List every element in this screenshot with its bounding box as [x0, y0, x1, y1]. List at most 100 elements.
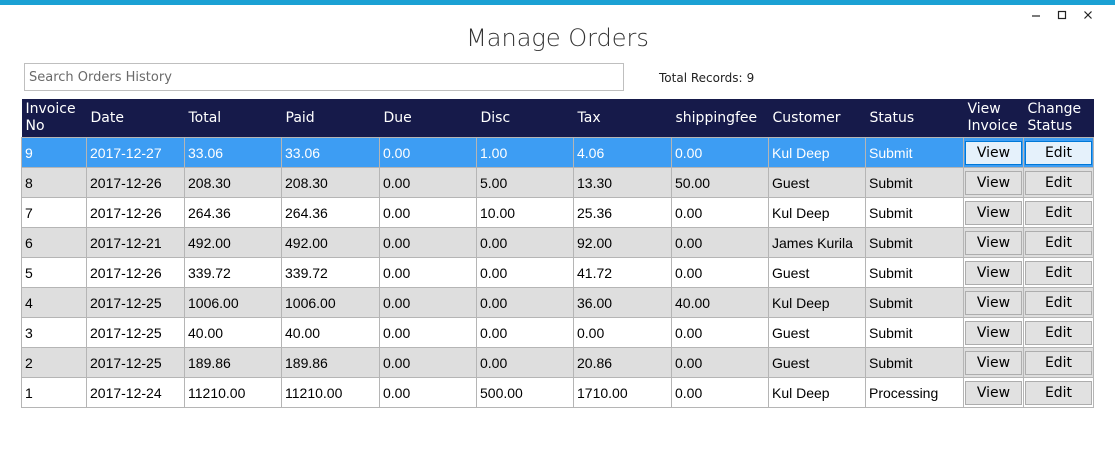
table-row[interactable]: 6 2017-12-21 492.00 492.00 0.00 0.00 92.00 0.00… [21, 227, 1094, 258]
change-status-button[interactable]: Edit [1025, 200, 1092, 225]
cell-tax: 1710.00 [573, 377, 672, 408]
change-status-button[interactable]: Edit [1025, 230, 1092, 255]
cell-shippingfee: 0.00 [671, 347, 769, 378]
column-header-invoice-no[interactable]: Invoice No [21, 99, 87, 138]
cell-disc: 0.00 [476, 317, 574, 348]
change-status-button-cell: Edit [1023, 377, 1094, 408]
cell-disc: 0.00 [476, 287, 574, 318]
view-invoice-button[interactable]: View [965, 200, 1022, 225]
cell-disc: 0.00 [476, 227, 574, 258]
change-status-button[interactable]: Edit [1025, 380, 1092, 405]
cell-disc: 1.00 [476, 137, 574, 168]
change-status-button-cell: Edit [1023, 347, 1094, 378]
table-row[interactable]: 1 2017-12-24 11210.00 11210.00 0.00 500.00 171… [21, 377, 1094, 408]
cell-paid: 339.72 [281, 257, 380, 288]
table-row[interactable]: 7 2017-12-26 264.36 264.36 0.00 10.00 25.36 0.0… [21, 197, 1094, 228]
change-status-button[interactable]: Edit [1025, 320, 1092, 345]
cell-due: 0.00 [379, 227, 477, 258]
cell-status: Submit [865, 137, 964, 168]
cell-paid: 492.00 [281, 227, 380, 258]
change-status-button[interactable]: Edit [1025, 140, 1092, 165]
view-invoice-button[interactable]: View [965, 380, 1022, 405]
cell-tax: 36.00 [573, 287, 672, 318]
cell-status: Submit [865, 227, 964, 258]
cell-tax: 13.30 [573, 167, 672, 198]
cell-paid: 40.00 [281, 317, 380, 348]
cell-due: 0.00 [379, 167, 477, 198]
change-status-button[interactable]: Edit [1025, 260, 1092, 285]
change-status-button[interactable]: Edit [1025, 170, 1092, 195]
cell-status: Submit [865, 287, 964, 318]
column-header-disc[interactable]: Disc [476, 99, 574, 138]
total-records-label: Total Records: [659, 71, 743, 85]
cell-disc: 500.00 [476, 377, 574, 408]
column-header-date[interactable]: Date [86, 99, 185, 138]
cell-customer: Kul Deep [768, 197, 866, 228]
view-invoice-button-cell: View [963, 347, 1024, 378]
column-header-status[interactable]: Status [865, 99, 964, 138]
column-header-due[interactable]: Due [379, 99, 477, 138]
cell-customer: Guest [768, 347, 866, 378]
column-header-customer[interactable]: Customer [768, 99, 866, 138]
cell-date: 2017-12-21 [86, 227, 185, 258]
cell-invoice-no: 8 [21, 167, 87, 198]
cell-tax: 20.86 [573, 347, 672, 378]
cell-date: 2017-12-25 [86, 287, 185, 318]
change-status-button[interactable]: Edit [1025, 350, 1092, 375]
view-invoice-button[interactable]: View [965, 320, 1022, 345]
cell-due: 0.00 [379, 287, 477, 318]
view-invoice-button[interactable]: View [965, 290, 1022, 315]
cell-tax: 92.00 [573, 227, 672, 258]
table-row[interactable]: 2 2017-12-25 189.86 189.86 0.00 0.00 20.86 0.00… [21, 347, 1094, 378]
cell-total: 11210.00 [184, 377, 282, 408]
table-row[interactable]: 3 2017-12-25 40.00 40.00 0.00 0.00 0.00 0.00 Gue… [21, 317, 1094, 348]
cell-total: 208.30 [184, 167, 282, 198]
close-button[interactable] [1075, 8, 1101, 22]
minimize-button[interactable] [1023, 8, 1049, 22]
view-invoice-button[interactable]: View [965, 230, 1022, 255]
view-invoice-button[interactable]: View [965, 170, 1022, 195]
cell-status: Processing [865, 377, 964, 408]
cell-invoice-no: 6 [21, 227, 87, 258]
cell-customer: Guest [768, 317, 866, 348]
view-invoice-button-cell: View [963, 317, 1024, 348]
cell-invoice-no: 2 [21, 347, 87, 378]
cell-total: 33.06 [184, 137, 282, 168]
table-row[interactable]: 9 2017-12-27 33.06 33.06 0.00 1.00 4.06 0.00 Kul… [21, 137, 1094, 168]
cell-tax: 4.06 [573, 137, 672, 168]
cell-date: 2017-12-25 [86, 347, 185, 378]
change-status-button-cell: Edit [1023, 197, 1094, 228]
cell-shippingfee: 0.00 [671, 257, 769, 288]
column-header-tax[interactable]: Tax [573, 99, 672, 138]
window-controls [1023, 8, 1101, 22]
search-input[interactable] [24, 63, 624, 91]
view-invoice-button[interactable]: View [965, 260, 1022, 285]
change-status-button[interactable]: Edit [1025, 290, 1092, 315]
change-status-button-cell: Edit [1023, 137, 1094, 168]
view-invoice-button[interactable]: View [965, 140, 1022, 165]
cell-shippingfee: 0.00 [671, 377, 769, 408]
column-header-view-invoice[interactable]: View Invoice [963, 99, 1024, 138]
column-header-change-status[interactable]: Change Status [1023, 99, 1094, 138]
cell-tax: 41.72 [573, 257, 672, 288]
table-row[interactable]: 5 2017-12-26 339.72 339.72 0.00 0.00 41.72 0.00… [21, 257, 1094, 288]
table-row[interactable]: 4 2017-12-25 1006.00 1006.00 0.00 0.00 36.00 40… [21, 287, 1094, 318]
table-row[interactable]: 8 2017-12-26 208.30 208.30 0.00 5.00 13.30 50.0… [21, 167, 1094, 198]
cell-total: 492.00 [184, 227, 282, 258]
column-header-paid[interactable]: Paid [281, 99, 380, 138]
maximize-button[interactable] [1049, 8, 1075, 22]
cell-shippingfee: 0.00 [671, 137, 769, 168]
cell-tax: 0.00 [573, 317, 672, 348]
cell-total: 264.36 [184, 197, 282, 228]
cell-customer: Kul Deep [768, 137, 866, 168]
change-status-button-cell: Edit [1023, 227, 1094, 258]
cell-date: 2017-12-27 [86, 137, 185, 168]
view-invoice-button-cell: View [963, 377, 1024, 408]
column-header-total[interactable]: Total [184, 99, 282, 138]
cell-paid: 33.06 [281, 137, 380, 168]
total-records-value: 9 [746, 71, 755, 85]
table-header-row: Invoice No Date Total Paid Due Disc Tax … [21, 99, 1094, 138]
column-header-shippingfee[interactable]: shippingfee [671, 99, 769, 138]
cell-date: 2017-12-24 [86, 377, 185, 408]
view-invoice-button[interactable]: View [965, 350, 1022, 375]
